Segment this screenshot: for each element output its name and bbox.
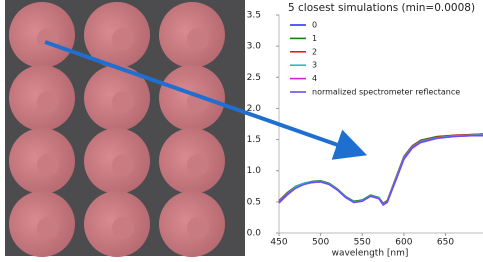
well-spot bbox=[187, 217, 209, 239]
well-spot bbox=[112, 28, 134, 50]
y-tick-label: 0.5 bbox=[247, 197, 261, 207]
chart: 5 closest simulations (min=0.0008) wavel… bbox=[247, 2, 483, 259]
photo bbox=[5, 0, 245, 257]
y-tick-label: 3.5 bbox=[247, 11, 261, 21]
well-spot bbox=[37, 154, 59, 176]
y-tick-label: 1.0 bbox=[247, 166, 262, 176]
series-line bbox=[279, 135, 483, 204]
legend-label: 3 bbox=[312, 61, 317, 70]
series-line bbox=[279, 136, 483, 205]
series-line bbox=[279, 134, 483, 204]
figure: 5 closest simulations (min=0.0008) wavel… bbox=[0, 0, 483, 262]
well-spot bbox=[187, 28, 209, 50]
chart-title: 5 closest simulations (min=0.0008) bbox=[288, 2, 475, 14]
well-spot bbox=[112, 217, 134, 239]
legend-label: 0 bbox=[312, 21, 317, 30]
y-tick-label: 2.5 bbox=[247, 73, 261, 83]
well-spot bbox=[112, 91, 134, 113]
x-tick-label: 600 bbox=[395, 238, 412, 248]
legend-label: normalized spectrometer reflectance bbox=[312, 88, 460, 97]
x-tick-label: 450 bbox=[270, 238, 287, 248]
x-tick-label: 550 bbox=[354, 238, 371, 248]
well-spot bbox=[37, 217, 59, 239]
y-tick-label: 3.0 bbox=[247, 42, 262, 52]
x-tick-label: 500 bbox=[312, 238, 329, 248]
x-tick-label: 650 bbox=[437, 238, 454, 248]
well-spot bbox=[187, 154, 209, 176]
well-spot bbox=[37, 91, 59, 113]
legend-label: 1 bbox=[312, 34, 317, 43]
y-tick-label: 1.5 bbox=[247, 135, 261, 145]
legend-label: 2 bbox=[312, 47, 317, 56]
series-line bbox=[279, 135, 483, 204]
x-axis-label: wavelength [nm] bbox=[332, 249, 409, 259]
series-line bbox=[279, 135, 483, 204]
well-spot bbox=[112, 154, 134, 176]
y-tick-label: 0.0 bbox=[247, 229, 262, 239]
legend-label: 4 bbox=[312, 74, 317, 83]
series-line bbox=[279, 134, 483, 203]
